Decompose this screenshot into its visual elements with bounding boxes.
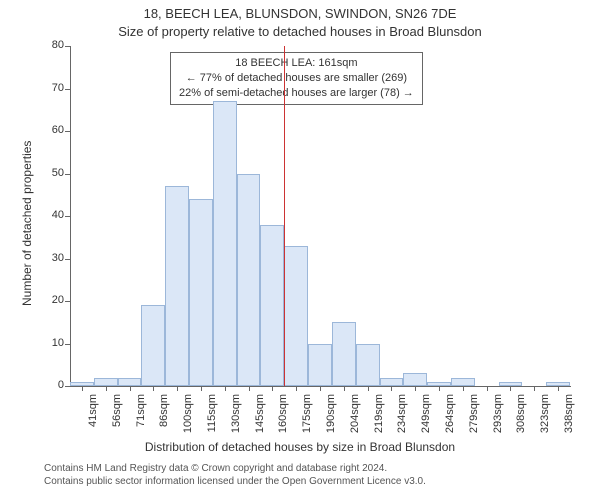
y-tick-label: 80 <box>40 39 64 51</box>
x-tick-mark <box>391 386 392 391</box>
x-tick-label: 323sqm <box>539 394 551 444</box>
footer-line1: Contains HM Land Registry data © Crown c… <box>44 462 426 475</box>
y-tick-mark <box>65 259 70 260</box>
x-tick-label: 308sqm <box>515 394 527 444</box>
chart-container: 18, BEECH LEA, BLUNSDON, SWINDON, SN26 7… <box>0 0 600 500</box>
x-tick-mark <box>177 386 178 391</box>
x-tick-label: 41sqm <box>87 394 99 444</box>
x-tick-mark <box>510 386 511 391</box>
footer: Contains HM Land Registry data © Crown c… <box>44 462 426 488</box>
x-tick-label: 56sqm <box>111 394 123 444</box>
x-tick-mark <box>344 386 345 391</box>
histogram-bar <box>403 373 427 386</box>
annotation-box: 18 BEECH LEA: 161sqm ← 77% of detached h… <box>170 52 423 105</box>
x-tick-mark <box>558 386 559 391</box>
x-tick-mark <box>368 386 369 391</box>
y-axis-label: Number of detached properties <box>20 141 34 306</box>
annotation-line1: 18 BEECH LEA: 161sqm <box>179 56 414 71</box>
histogram-bar <box>356 344 380 387</box>
x-tick-label: 338sqm <box>563 394 575 444</box>
x-tick-mark <box>225 386 226 391</box>
x-tick-label: 293sqm <box>492 394 504 444</box>
x-tick-label: 130sqm <box>230 394 242 444</box>
histogram-bar <box>332 322 356 386</box>
x-tick-label: 175sqm <box>301 394 313 444</box>
x-tick-label: 71sqm <box>135 394 147 444</box>
x-tick-mark <box>534 386 535 391</box>
x-tick-label: 160sqm <box>277 394 289 444</box>
x-tick-label: 234sqm <box>396 394 408 444</box>
histogram-bar <box>451 378 475 387</box>
y-tick-label: 10 <box>40 337 64 349</box>
x-tick-mark <box>130 386 131 391</box>
y-tick-mark <box>65 46 70 47</box>
y-tick-mark <box>65 131 70 132</box>
x-tick-label: 249sqm <box>420 394 432 444</box>
histogram-bar <box>94 378 118 387</box>
x-tick-label: 264sqm <box>444 394 456 444</box>
y-tick-label: 0 <box>40 379 64 391</box>
y-tick-label: 20 <box>40 294 64 306</box>
histogram-bar <box>141 305 165 386</box>
y-tick-label: 60 <box>40 124 64 136</box>
x-tick-mark <box>320 386 321 391</box>
x-tick-mark <box>296 386 297 391</box>
x-tick-mark <box>463 386 464 391</box>
y-tick-mark <box>65 301 70 302</box>
chart-title-line2: Size of property relative to detached ho… <box>0 24 600 39</box>
y-tick-label: 70 <box>40 82 64 94</box>
x-tick-mark <box>106 386 107 391</box>
x-tick-label: 190sqm <box>325 394 337 444</box>
x-tick-label: 204sqm <box>349 394 361 444</box>
x-tick-label: 115sqm <box>206 394 218 444</box>
x-tick-label: 145sqm <box>254 394 266 444</box>
marker-line <box>284 46 285 386</box>
histogram-bar <box>189 199 213 386</box>
x-tick-mark <box>201 386 202 391</box>
histogram-bar <box>165 186 189 386</box>
histogram-bar <box>213 101 237 386</box>
x-tick-label: 100sqm <box>182 394 194 444</box>
x-tick-label: 86sqm <box>158 394 170 444</box>
histogram-bar <box>237 174 261 387</box>
x-tick-label: 279sqm <box>468 394 480 444</box>
x-tick-mark <box>415 386 416 391</box>
annotation-line2: ← 77% of detached houses are smaller (26… <box>179 71 414 86</box>
y-tick-label: 50 <box>40 167 64 179</box>
chart-title-line1: 18, BEECH LEA, BLUNSDON, SWINDON, SN26 7… <box>0 6 600 21</box>
y-tick-label: 30 <box>40 252 64 264</box>
histogram-bar <box>118 378 142 387</box>
x-tick-label: 219sqm <box>373 394 385 444</box>
x-tick-mark <box>249 386 250 391</box>
y-tick-mark <box>65 386 70 387</box>
x-tick-mark <box>439 386 440 391</box>
y-tick-label: 40 <box>40 209 64 221</box>
y-tick-mark <box>65 344 70 345</box>
y-tick-mark <box>65 89 70 90</box>
histogram-bar <box>284 246 308 386</box>
annotation-line3: 22% of semi-detached houses are larger (… <box>179 86 414 101</box>
histogram-bar <box>308 344 332 387</box>
x-tick-mark <box>82 386 83 391</box>
y-tick-mark <box>65 174 70 175</box>
x-tick-mark <box>153 386 154 391</box>
x-tick-mark <box>487 386 488 391</box>
x-tick-mark <box>272 386 273 391</box>
footer-line2: Contains public sector information licen… <box>44 475 426 488</box>
histogram-bar <box>260 225 284 387</box>
y-tick-mark <box>65 216 70 217</box>
histogram-bar <box>380 378 404 387</box>
